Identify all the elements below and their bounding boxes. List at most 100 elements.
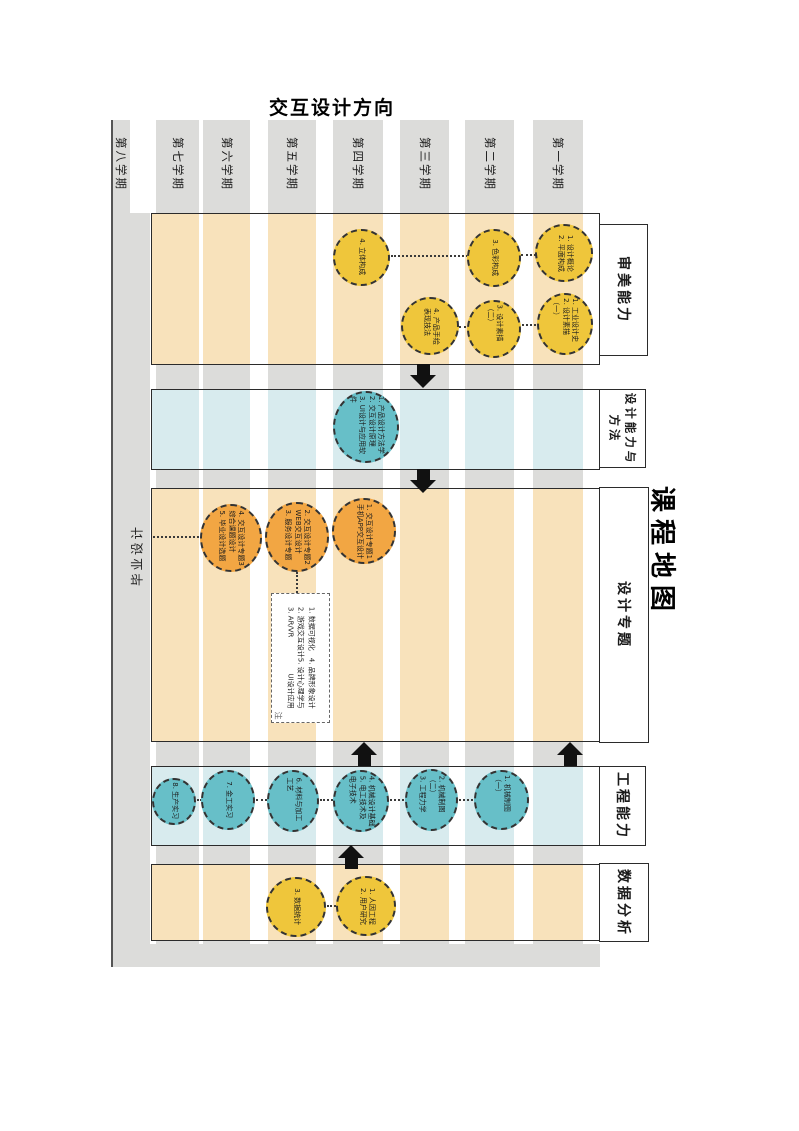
course-line: 综合课题设计 (227, 510, 236, 553)
semester-header: 第七学期 (151, 137, 205, 191)
course-line: 3. 服务设计专题 (284, 509, 293, 561)
course-text: 6. 材料与加工工艺 (284, 777, 303, 825)
flow-arrow-up (557, 742, 583, 766)
course-line: 4. 立体构成 (357, 238, 366, 276)
bottom-bar (112, 944, 600, 967)
arrow-head-icon (557, 742, 583, 755)
dotted-connector (197, 799, 202, 801)
course-text: 8. 生产实习 (169, 782, 179, 820)
band-cell (399, 489, 449, 741)
course-circle: 6. 材料与加工工艺 (267, 770, 319, 832)
sidebar-edge-line (111, 120, 113, 967)
dotted-connector-vertical (296, 572, 298, 593)
course-circle: 2. 机械制图（二） 3. 工程力学 (404, 769, 458, 831)
band-cell (151, 489, 199, 741)
note-box-content: 1. 数据可视化 4. 品牌形象设计 2. 游戏交互设计 5. 设计心理学与 3. AR… (285, 607, 317, 709)
course-line: 3. 工程力学 (418, 775, 427, 813)
course-text: 7. 金工实习 (223, 782, 233, 819)
course-line: 4. 机械设计基础 (367, 775, 376, 827)
course-line: 3. 色彩构成 (490, 239, 499, 277)
course-circle: 2. 交互设计专题2 WEB交互设计 3. 服务设计专题 (265, 502, 329, 572)
course-line: 1. 产品设计方法学 (376, 396, 385, 454)
semester-header: 第六学期 (200, 137, 254, 191)
arrow-head-icon (338, 845, 364, 858)
course-text: 4. 立体构成 (356, 238, 366, 276)
row-label-box: 设计能力与 方法 (599, 389, 646, 468)
semester-header-label: 第一学期 (551, 137, 565, 191)
arrow-head-icon (410, 480, 436, 493)
flow-arrow-up (351, 742, 377, 766)
arrow-shaft (563, 755, 577, 766)
dotted-connector (320, 799, 333, 801)
course-line: 1. 工业设计史 (571, 298, 580, 342)
course-text: 4. 产品手绘 表现技法 (421, 307, 439, 345)
flow-arrow-up (338, 845, 364, 869)
band-cell (464, 865, 514, 940)
course-line: 3. UI设计与应用软件 (348, 396, 366, 455)
course-text: 1. 人因工程 2. 用户研究 (357, 887, 375, 925)
semester-header: 第二学期 (463, 137, 517, 191)
course-line: 6. 材料与加工工艺 (285, 777, 303, 821)
note-mark: 注 (273, 711, 283, 720)
band-cell (399, 390, 449, 469)
course-text: 3. 设计素描（二） (485, 304, 504, 354)
band-cell (464, 390, 514, 469)
course-text: 4. 交互设计专题3 综合课题设计 5. 毕业设计选题 (217, 510, 245, 565)
row-label-box: 数据分析 (599, 863, 649, 942)
note-box: 1. 数据可视化 4. 品牌形象设计 2. 游戏交互设计 5. 设计心理学与 3. AR… (271, 593, 330, 723)
course-text: 1. 产品设计方法学 2. 交互设计原理 3. UI设计与应用软件 (347, 396, 385, 458)
arrow-shaft (357, 755, 371, 766)
arrow-shaft (344, 858, 358, 869)
course-circle: 1. 工业设计史 2. 设计素描（一） (537, 293, 593, 355)
row-label-box: 工程能力 (599, 766, 646, 846)
course-circle: 4. 机械设计基础 5. 电工技术及 电子技术 (333, 770, 389, 832)
course-line: 表现技法 (422, 307, 430, 336)
semester-header: 第四学期 (331, 137, 385, 191)
dotted-connector (327, 905, 336, 907)
note-line: 2. 游戏交互设计 5. 设计心理学与 (296, 607, 305, 709)
course-line: 2. 机械制图（二） (427, 775, 446, 813)
course-circle: 3. 色彩构成 (467, 229, 521, 287)
row-label: 审美能力 (614, 256, 631, 324)
semester-header: 第五学期 (265, 137, 319, 191)
course-line: 2. 用户研究 (358, 887, 366, 925)
map-title: 课程地图 (646, 485, 677, 619)
dotted-connector (256, 799, 267, 801)
flow-arrow-down (410, 364, 436, 388)
semester-header-label: 第二学期 (482, 137, 497, 191)
arrow-shaft (416, 364, 430, 375)
course-circle: 4. 立体构成 (332, 228, 390, 286)
semester-header-label: 第八学期 (114, 137, 128, 191)
band-cell (464, 489, 514, 741)
course-text: 1. 交互设计专题1 手机APP交互设计 (355, 503, 373, 558)
arrow-head-icon (351, 742, 377, 755)
note-line: 3. AR/VR UI设计应用 (286, 607, 295, 709)
course-line: 5. 毕业设计选题 (218, 510, 227, 562)
course-line: 4. 交互设计专题3 (237, 510, 246, 566)
column-strip (112, 120, 130, 944)
row-label: 数据分析 (615, 868, 631, 937)
course-text: 3. 色彩构成 (489, 239, 499, 277)
course-line: 电子技术 (348, 775, 357, 804)
course-circle: 1. 人因工程 2. 用户研究 (336, 876, 396, 936)
course-line: 3. 数据统计 (292, 888, 301, 926)
course-circle: 1. 交互设计专题1 手机APP交互设计 (332, 498, 396, 564)
row-label: 工程能力 (613, 772, 630, 840)
course-text: 2. 交互设计专题2 WEB交互设计 3. 服务设计专题 (283, 509, 311, 564)
graduation-design-label: 毕业设计 (129, 523, 145, 587)
course-circle: 4. 产品手绘 表现技法 (401, 297, 459, 355)
sidebar-strip (130, 213, 150, 944)
course-circle: 3. 数据统计 (266, 877, 326, 937)
semester-header: 第一学期 (531, 137, 585, 191)
dotted-connector (153, 536, 199, 538)
band-cell (202, 865, 250, 940)
course-circle: 3. 设计素描（二） (467, 300, 521, 358)
course-line: 1. 机械制图（一） (493, 774, 511, 812)
arrow-head-icon (410, 375, 436, 388)
course-line: 8. 生产实习 (170, 782, 179, 820)
row-label-box: 审美能力 (599, 224, 648, 356)
band-cell (532, 865, 583, 940)
course-line: 3. 设计素描（二） (486, 304, 504, 341)
arrow-shaft (416, 469, 430, 480)
